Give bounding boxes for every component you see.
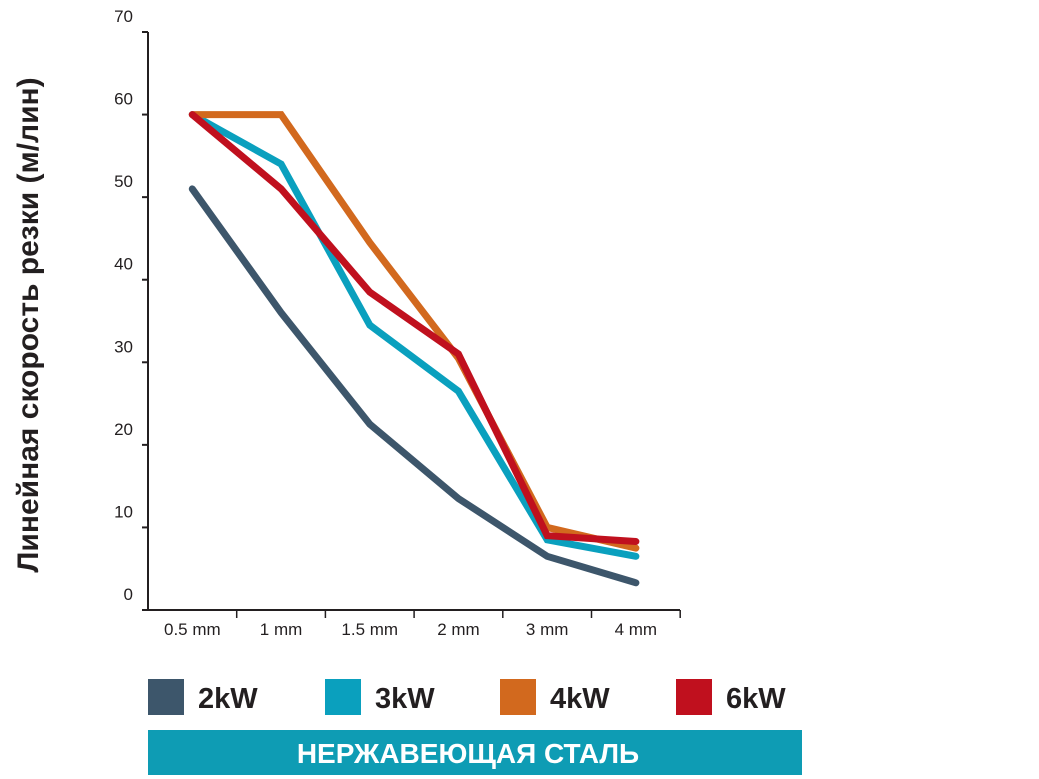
material-banner — [148, 730, 802, 775]
series-line-6kW — [188, 111, 640, 545]
y-tick-label: 70 — [114, 7, 133, 26]
legend-label-4kW: 4kW — [550, 683, 610, 715]
legend-swatch-2kW — [148, 679, 184, 715]
y-tick-label: 60 — [114, 90, 133, 109]
y-axis-label: Линейная скорость резки (м/лин) — [12, 77, 45, 572]
x-tick-label: 1.5 mm — [341, 620, 398, 639]
y-tick-label: 20 — [114, 420, 133, 439]
legend-label-6kW: 6kW — [726, 683, 786, 715]
y-tick-label: 0 — [124, 585, 133, 604]
series-line-2kW — [188, 185, 640, 587]
x-tick-label: 4 mm — [615, 620, 658, 639]
legend-label-2kW: 2kW — [198, 683, 258, 715]
series-line-3kW — [188, 111, 640, 560]
x-tick-label: 0.5 mm — [164, 620, 221, 639]
series-line-4kW — [188, 111, 640, 552]
legend-swatch-3kW — [325, 679, 361, 715]
legend-label-3kW: 3kW — [375, 683, 435, 715]
y-tick-label: 30 — [114, 337, 133, 356]
y-tick-label: 10 — [114, 502, 133, 521]
x-tick-label: 3 mm — [526, 620, 569, 639]
x-tick-label: 2 mm — [437, 620, 480, 639]
legend-swatch-4kW — [500, 679, 536, 715]
material-banner-text: НЕРЖАВЕЮЩАЯ СТАЛЬ — [297, 738, 639, 769]
x-tick-label: 1 mm — [260, 620, 303, 639]
legend-swatch-6kW — [676, 679, 712, 715]
y-tick-label: 40 — [114, 255, 133, 274]
y-tick-label: 50 — [114, 172, 133, 191]
